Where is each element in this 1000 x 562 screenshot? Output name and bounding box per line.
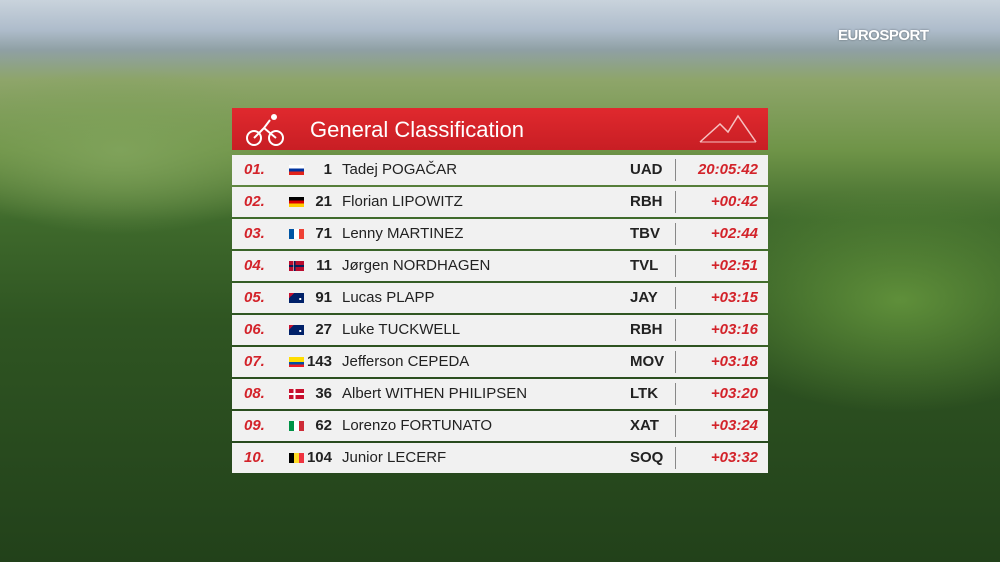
- separator: [675, 223, 676, 245]
- separator: [675, 255, 676, 277]
- bib-number: 36: [315, 385, 332, 402]
- position: 05.: [244, 289, 265, 306]
- separator: [675, 383, 676, 405]
- table-row: 01. 1 Tadej POGAČAR UAD 20:05:42: [232, 155, 768, 185]
- table-row: 05. 91 Lucas PLAPP JAY +03:15: [232, 283, 768, 313]
- position: 08.: [244, 385, 265, 402]
- table-row: 10. 104 Junior LECERF SOQ +03:32: [232, 443, 768, 473]
- separator: [675, 287, 676, 309]
- table-row: 04. 11 Jørgen NORDHAGEN TVL +02:51: [232, 251, 768, 281]
- rider-name: Florian LIPOWITZ: [342, 193, 463, 210]
- cyclist-icon: [246, 114, 284, 146]
- bib-number: 91: [315, 289, 332, 306]
- table-row: 09. 62 Lorenzo FORTUNATO XAT +03:24: [232, 411, 768, 441]
- team-code: LTK: [630, 385, 659, 402]
- bib-number: 62: [315, 417, 332, 434]
- table-row: 03. 71 Lenny MARTINEZ TBV +02:44: [232, 219, 768, 249]
- separator: [675, 159, 676, 181]
- team-code: SOQ: [630, 449, 664, 466]
- position: 07.: [244, 353, 265, 370]
- rider-name: Tadej POGAČAR: [342, 161, 458, 178]
- bib-number: 1: [323, 161, 332, 178]
- table-row: 08. 36 Albert WITHEN PHILIPSEN LTK +03:20: [232, 379, 768, 409]
- bib-number: 27: [315, 321, 332, 338]
- team-code: MOV: [630, 353, 665, 370]
- country-flag: [289, 197, 304, 207]
- time-gap: 20:05:42: [697, 161, 758, 178]
- bib-number: 143: [306, 353, 332, 370]
- time-gap: +02:44: [710, 225, 758, 242]
- separator: [675, 447, 676, 469]
- country-flag: [289, 389, 304, 399]
- position: 03.: [244, 225, 265, 242]
- country-flag: [289, 229, 304, 239]
- team-code: RBH: [630, 321, 663, 338]
- rider-name: Jørgen NORDHAGEN: [342, 257, 491, 274]
- time-gap: +03:32: [710, 449, 758, 466]
- team-code: XAT: [630, 417, 659, 434]
- separator: [675, 415, 676, 437]
- team-code: TBV: [630, 225, 660, 242]
- position: 09.: [244, 417, 265, 434]
- rider-name: Lenny MARTINEZ: [342, 225, 464, 242]
- time-gap: +03:18: [710, 353, 758, 370]
- time-gap: +03:24: [710, 417, 758, 434]
- position: 06.: [244, 321, 265, 338]
- country-flag: [289, 293, 304, 303]
- time-gap: +03:15: [710, 289, 758, 306]
- rider-name: Junior LECERF: [342, 449, 447, 466]
- team-code: RBH: [630, 193, 663, 210]
- team-code: TVL: [630, 257, 659, 274]
- bib-number: 104: [306, 449, 332, 466]
- header: General Classification: [232, 108, 768, 150]
- bib-number: 71: [315, 225, 332, 242]
- table-row: 06. 27 Luke TUCKWELL RBH +03:16: [232, 315, 768, 345]
- separator: [675, 351, 676, 373]
- rider-name: Jefferson CEPEDA: [342, 353, 470, 370]
- country-flag: [289, 421, 304, 431]
- table-row: 02. 21 Florian LIPOWITZ RBH +00:42: [232, 187, 768, 217]
- country-flag: [289, 165, 304, 175]
- table-row: 07. 143 Jefferson CEPEDA MOV +03:18: [232, 347, 768, 377]
- country-flag: [289, 325, 304, 335]
- mountain-icon: [699, 114, 757, 143]
- time-gap: +00:42: [710, 193, 758, 210]
- bib-number: 21: [315, 193, 332, 210]
- position: 02.: [244, 193, 265, 210]
- bib-number: 11: [316, 257, 332, 274]
- country-flag: [289, 261, 304, 271]
- rider-name: Lucas PLAPP: [342, 289, 435, 306]
- time-gap: +03:16: [710, 321, 758, 338]
- rider-name: Luke TUCKWELL: [342, 321, 461, 338]
- country-flag: [289, 453, 304, 463]
- position: 04.: [244, 257, 265, 274]
- time-gap: +02:51: [710, 257, 758, 274]
- brand-logo: EUROSPORT: [838, 27, 929, 44]
- country-flag: [289, 357, 304, 367]
- time-gap: +03:20: [710, 385, 758, 402]
- rider-name: Lorenzo FORTUNATO: [342, 417, 493, 434]
- header-title: General Classification: [310, 117, 524, 142]
- rider-name: Albert WITHEN PHILIPSEN: [342, 385, 528, 402]
- position: 10.: [244, 449, 265, 466]
- separator: [675, 319, 676, 341]
- team-code: UAD: [630, 161, 663, 178]
- separator: [675, 191, 676, 213]
- position: 01.: [244, 161, 265, 178]
- team-code: JAY: [630, 289, 658, 306]
